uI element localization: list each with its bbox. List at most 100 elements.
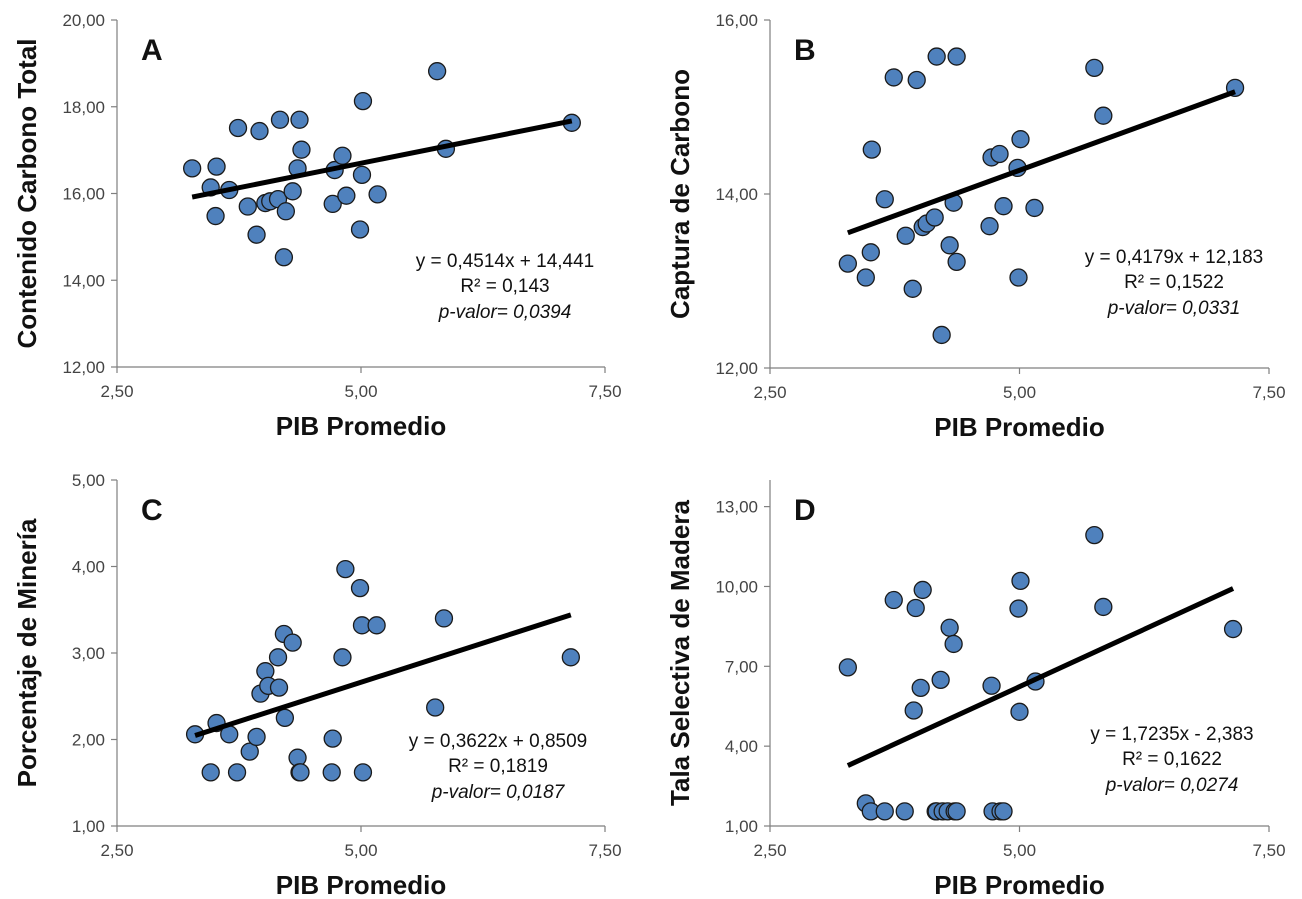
data-point xyxy=(944,634,963,654)
data-point xyxy=(895,802,914,821)
regression-equation: y = 0,4514x + 14,441 xyxy=(416,251,595,272)
data-point xyxy=(247,225,266,244)
data-point xyxy=(353,91,373,111)
regression-equation: y = 0,4179x + 12,183 xyxy=(1085,247,1264,268)
data-point xyxy=(903,279,922,298)
x-tick-label: 7,50 xyxy=(1252,383,1285,402)
panel-a: 12,00 14,00 16,00 18,00 20,00 2,50 5,00 7,50 PIB… xyxy=(0,0,651,449)
data-point xyxy=(932,325,951,345)
regression-equation: y = 0,3622x + 0,8509 xyxy=(409,731,588,752)
y-tick-label: 20,00 xyxy=(62,11,105,30)
data-point xyxy=(927,47,946,66)
x-tick-label: 2,50 xyxy=(753,841,786,860)
chart-d: 1,00 4,00 7,00 10,00 13,00 2,50 5,00 7,50 PIB Pr… xyxy=(665,480,1286,899)
panel-letter: A xyxy=(141,34,163,67)
data-point xyxy=(240,742,259,761)
data-point xyxy=(323,729,342,748)
data-point xyxy=(367,616,386,635)
panel-letter: C xyxy=(141,494,163,527)
data-point xyxy=(884,68,903,87)
data-point xyxy=(1025,198,1044,218)
data-point xyxy=(227,763,247,782)
r-squared: R² = 0,1622 xyxy=(1122,749,1222,770)
x-tick-label: 5,00 xyxy=(344,382,377,401)
x-axis-title: PIB Promedio xyxy=(276,411,446,441)
y-tick-label: 5,00 xyxy=(72,471,105,490)
data-point xyxy=(994,197,1013,216)
r-squared: R² = 0,1522 xyxy=(1124,272,1224,293)
chart-c: 1,00 2,00 3,00 4,00 5,00 2,50 5,00 7,50 PIB Prom… xyxy=(12,471,622,899)
data-point xyxy=(274,248,294,267)
regression-equation: y = 1,7235x - 2,383 xyxy=(1090,724,1253,745)
data-point xyxy=(947,802,966,821)
data-point xyxy=(947,47,966,66)
data-point xyxy=(940,618,959,637)
data-point xyxy=(434,609,454,628)
data-point xyxy=(1009,268,1028,287)
trendline xyxy=(194,612,572,738)
data-point xyxy=(250,121,269,141)
data-point xyxy=(183,159,202,178)
data-point xyxy=(292,140,311,159)
x-tick-label: 5,00 xyxy=(1003,841,1036,860)
data-point xyxy=(994,802,1013,821)
y-tick-label: 16,00 xyxy=(715,11,758,30)
data-point xyxy=(207,157,226,176)
data-point xyxy=(275,708,295,728)
p-value: p-valor= 0,0274 xyxy=(1105,775,1239,796)
data-point xyxy=(1009,599,1028,618)
data-point xyxy=(333,146,352,165)
data-point xyxy=(861,243,880,262)
data-point xyxy=(875,190,894,209)
p-value: p-valor= 0,0331 xyxy=(1107,298,1241,319)
data-point xyxy=(336,559,355,579)
data-point xyxy=(426,698,445,717)
chart-a: 12,00 14,00 16,00 18,00 20,00 2,50 5,00 7,50 PIB… xyxy=(12,11,622,441)
data-point xyxy=(982,676,1001,695)
data-point xyxy=(350,578,370,598)
x-tick-label: 5,00 xyxy=(1003,383,1036,402)
data-point xyxy=(907,70,926,90)
data-point xyxy=(201,763,220,782)
data-point xyxy=(913,580,932,600)
data-point xyxy=(270,110,290,129)
y-tick-label: 7,00 xyxy=(725,657,758,676)
panel-d: 1,00 4,00 7,00 10,00 13,00 2,50 5,00 7,50 PIB Pr… xyxy=(651,449,1302,899)
y-tick-label: 18,00 xyxy=(62,98,105,117)
data-point xyxy=(206,206,225,226)
data-point xyxy=(931,670,950,690)
data-point xyxy=(838,658,857,677)
data-point xyxy=(1011,130,1030,149)
x-tick-label: 7,50 xyxy=(1252,841,1285,860)
data-point xyxy=(906,598,925,618)
y-tick-label: 1,00 xyxy=(72,817,105,836)
data-point xyxy=(322,763,341,782)
data-point xyxy=(353,763,373,782)
trendline xyxy=(846,89,1236,236)
data-point xyxy=(1085,525,1104,545)
x-tick-label: 7,50 xyxy=(588,841,621,860)
x-axis-title: PIB Promedio xyxy=(934,870,1104,899)
r-squared: R² = 0,1819 xyxy=(448,756,548,777)
data-point xyxy=(1010,702,1029,721)
y-tick-label: 12,00 xyxy=(715,359,758,378)
y-tick-label: 3,00 xyxy=(72,644,105,663)
x-tick-label: 2,50 xyxy=(100,382,133,401)
data-point xyxy=(884,590,903,610)
trendline xyxy=(846,586,1235,768)
y-axis-title: Porcentaje de Minería xyxy=(12,518,42,787)
chart-b: 12,00 14,00 16,00 2,50 5,00 7,50 PIB Promedio C… xyxy=(665,11,1286,442)
data-point xyxy=(1094,597,1113,617)
data-point xyxy=(350,220,370,239)
r-squared: R² = 0,143 xyxy=(460,276,549,297)
data-point xyxy=(337,186,356,205)
x-tick-label: 7,50 xyxy=(588,382,621,401)
y-tick-label: 14,00 xyxy=(62,271,105,290)
trendline xyxy=(191,118,573,200)
data-point xyxy=(1085,58,1104,77)
data-point xyxy=(911,678,930,698)
data-point xyxy=(925,208,944,227)
y-axis-title: Contenido Carbono Total xyxy=(12,38,42,348)
data-point xyxy=(323,194,342,214)
data-point xyxy=(427,62,447,81)
